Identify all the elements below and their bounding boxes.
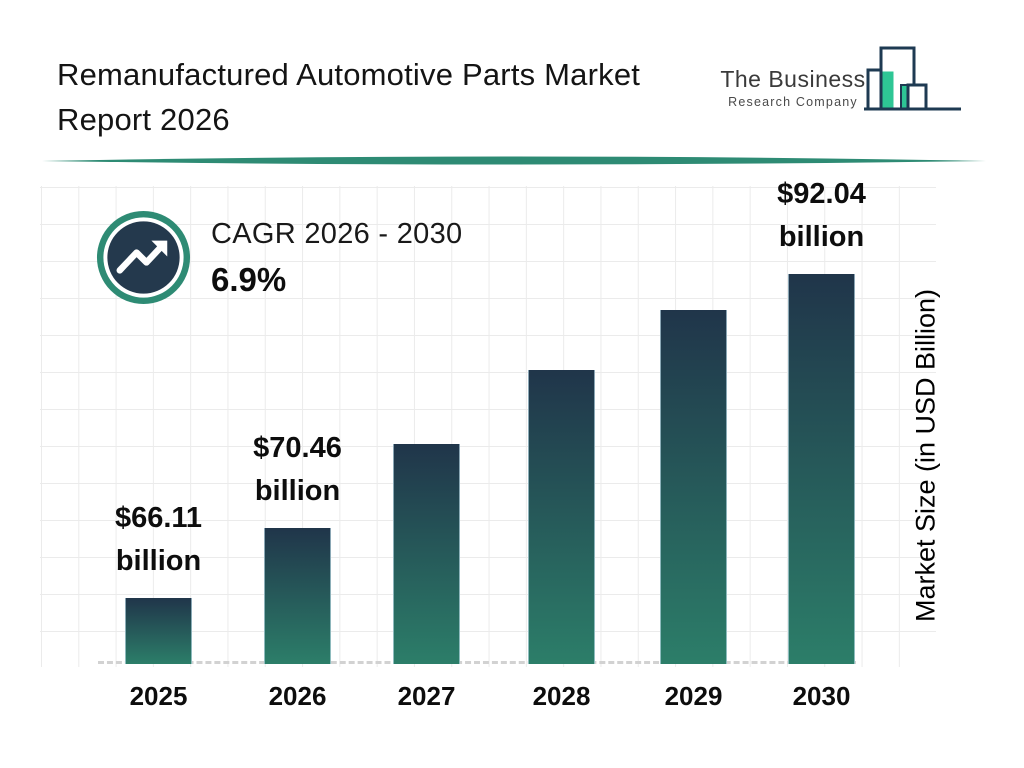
- chart-baseline: [98, 661, 856, 664]
- chart-grid: [40, 186, 936, 667]
- bar-2027: [393, 444, 460, 664]
- bar-2028: [528, 370, 595, 664]
- bar-2026: [264, 528, 331, 664]
- bar-2025: [125, 598, 192, 664]
- x-axis-label-2030: 2030: [792, 681, 851, 711]
- trending-up-icon: [96, 210, 191, 305]
- company-logo: The Business Research Company: [718, 34, 998, 134]
- logo-bars-icon: [864, 46, 961, 111]
- y-axis-label: Market Size (in USD Billion): [910, 288, 941, 623]
- x-axis-label-2026: 2026: [268, 681, 327, 711]
- cagr-period-label: CAGR 2026 - 2030: [211, 218, 463, 250]
- x-axis-label-2025: 2025: [129, 681, 188, 711]
- page-title: Remanufactured Automotive Parts Market R…: [57, 57, 641, 137]
- x-axis-label-2027: 2027: [397, 681, 456, 711]
- bar-value-label-2026: $70.46 billion: [253, 432, 342, 507]
- header-divider: [42, 156, 986, 165]
- logo-subtitle: Research Company: [728, 95, 858, 109]
- bar-2029: [660, 310, 727, 664]
- bar-value-label-2030: $92.04 billion: [777, 178, 866, 253]
- logo-text: The Business Research Company: [718, 66, 868, 109]
- logo-name: The Business: [720, 66, 866, 92]
- cagr-value: 6.9%: [211, 261, 287, 298]
- x-axis-label-2029: 2029: [664, 681, 723, 711]
- bar-2030: [788, 274, 855, 664]
- bar-value-label-2025: $66.11 billion: [114, 502, 203, 577]
- x-axis-label-2028: 2028: [532, 681, 591, 711]
